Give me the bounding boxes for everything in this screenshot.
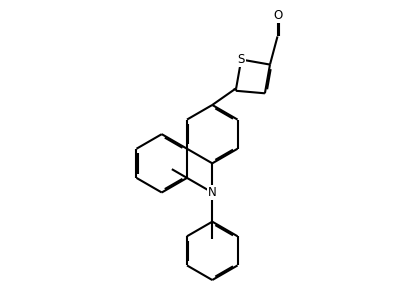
Text: O: O — [272, 9, 282, 22]
Text: S: S — [237, 53, 244, 66]
Text: N: N — [207, 186, 216, 199]
